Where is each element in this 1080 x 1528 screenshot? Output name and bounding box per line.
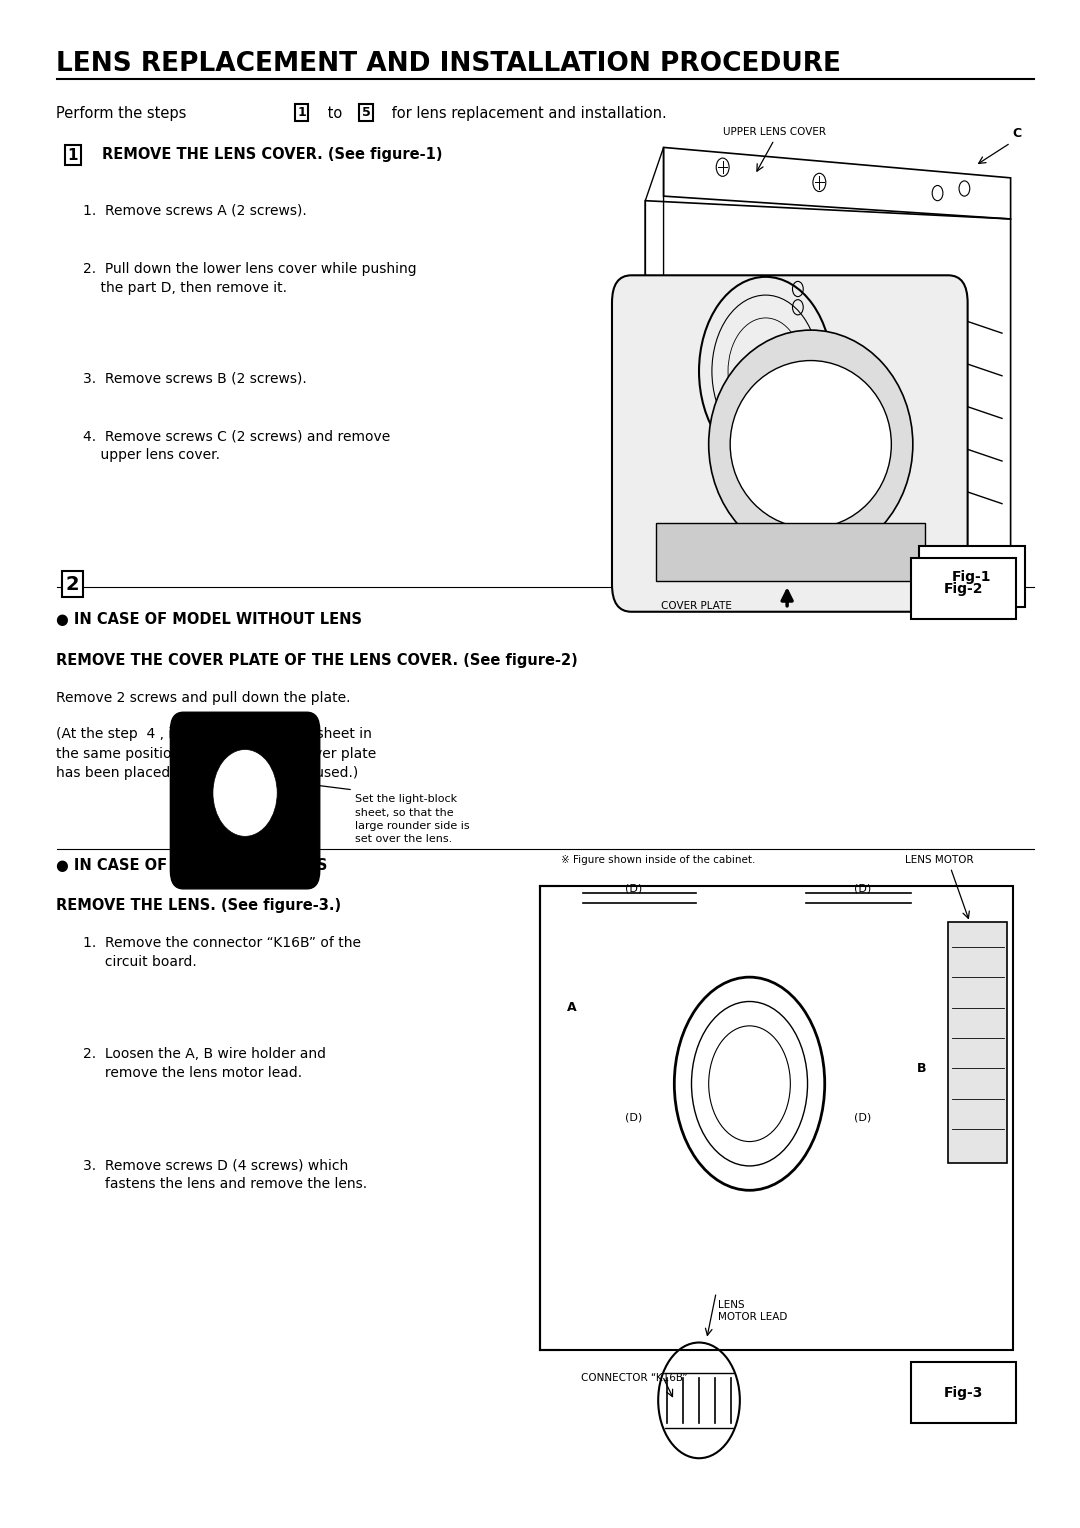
Text: 1.  Remove screws A (2 screws).: 1. Remove screws A (2 screws). [83,203,307,219]
Text: 3.  Remove screws D (4 screws) which
     fastens the lens and remove the lens.: 3. Remove screws D (4 screws) which fast… [83,1158,367,1192]
Text: 3.  Remove screws B (2 screws).: 3. Remove screws B (2 screws). [83,371,307,385]
Text: (D): (D) [853,883,870,894]
Text: A: A [634,547,644,561]
Text: CONNECTOR “K16B”: CONNECTOR “K16B” [581,1374,688,1383]
Text: LENS MOTOR: LENS MOTOR [905,856,974,865]
Text: UPPER LENS COVER: UPPER LENS COVER [723,127,826,136]
Bar [656,524,924,581]
Text: 2: 2 [66,575,80,594]
Text: C: C [1013,127,1022,139]
FancyBboxPatch shape [910,558,1016,619]
Text: COVER PLATE: COVER PLATE [661,601,732,611]
Text: 5: 5 [362,105,370,119]
Text: LENS
MOTOR LEAD: LENS MOTOR LEAD [718,1300,787,1322]
Text: Fig-1: Fig-1 [953,570,991,584]
Text: for lens replacement and installation.: for lens replacement and installation. [388,107,667,121]
Text: SCREWS: SCREWS [843,454,888,465]
Text: B: B [917,1062,927,1076]
Text: ※ Figure shown inside of the cabinet.: ※ Figure shown inside of the cabinet. [562,856,756,865]
Text: LENS REPLACEMENT AND INSTALLATION PROCEDURE: LENS REPLACEMENT AND INSTALLATION PROCED… [56,52,841,78]
FancyBboxPatch shape [910,1363,1016,1423]
Text: REMOVE THE LENS. (See figure-3.): REMOVE THE LENS. (See figure-3.) [56,898,341,912]
Ellipse shape [708,330,913,558]
Text: Perform the steps: Perform the steps [56,107,191,121]
Text: 1: 1 [297,105,306,119]
Text: Fig-3: Fig-3 [944,1386,983,1400]
FancyBboxPatch shape [919,547,1025,607]
Text: 1: 1 [67,148,78,162]
Text: LOWER LENS COVER: LOWER LENS COVER [868,549,975,559]
Text: 4.  Remove screws C (2 screws) and remove
    upper lens cover.: 4. Remove screws C (2 screws) and remove… [83,429,391,461]
Text: 2.  Pull down the lower lens cover while pushing
    the part D, then remove it.: 2. Pull down the lower lens cover while … [83,261,417,295]
Text: D: D [675,335,685,347]
Text: (At the step  4 , insert the light-block sheet in
the same position as the remov: (At the step 4 , insert the light-block … [56,727,377,781]
Text: (D): (D) [853,1112,870,1122]
Bar [948,923,1008,1163]
Text: B: B [806,293,815,306]
Text: 1.  Remove the connector “K16B” of the
     circuit board.: 1. Remove the connector “K16B” of the ci… [83,937,362,969]
Text: A: A [567,1001,577,1015]
Text: ● IN CASE OF MODEL WITH LENS: ● IN CASE OF MODEL WITH LENS [56,859,328,874]
Text: 4: 4 [194,727,203,740]
Text: Fig-2: Fig-2 [944,582,983,596]
Text: REMOVE THE LENS COVER. (See figure-1): REMOVE THE LENS COVER. (See figure-1) [102,147,442,162]
FancyBboxPatch shape [171,712,320,889]
FancyBboxPatch shape [612,275,968,611]
Text: to: to [323,107,347,121]
Ellipse shape [213,750,278,836]
Text: (D): (D) [625,883,643,894]
Text: D: D [723,465,733,478]
Text: Remove 2 screws and pull down the plate.: Remove 2 screws and pull down the plate. [56,691,351,704]
Text: (D): (D) [625,1112,643,1122]
Text: REMOVE THE COVER PLATE OF THE LENS COVER. (See figure-2): REMOVE THE COVER PLATE OF THE LENS COVER… [56,652,578,668]
Bar [540,886,1013,1351]
Ellipse shape [730,361,891,529]
Text: Set the light-block
sheet, so that the
large rounder side is
set over the lens.: Set the light-block sheet, so that the l… [355,795,470,843]
Text: ● IN CASE OF MODEL WITHOUT LENS: ● IN CASE OF MODEL WITHOUT LENS [56,611,363,626]
Text: 2.  Loosen the A, B wire holder and
     remove the lens motor lead.: 2. Loosen the A, B wire holder and remov… [83,1047,326,1080]
